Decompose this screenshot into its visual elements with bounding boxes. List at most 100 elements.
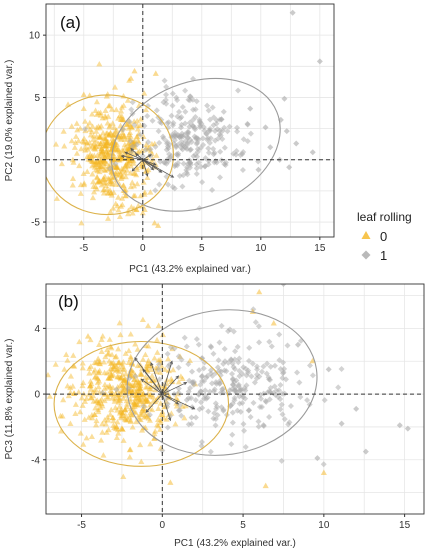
point-series-0 xyxy=(114,418,121,425)
point-series-0 xyxy=(69,156,76,163)
point-series-0 xyxy=(104,186,111,192)
point-series-0 xyxy=(90,145,98,151)
point-series-0 xyxy=(146,385,153,392)
point-series-0 xyxy=(142,106,150,113)
point-series-0 xyxy=(133,164,141,170)
point-series-1 xyxy=(164,143,171,150)
point-series-0 xyxy=(98,396,105,402)
point-series-1 xyxy=(175,407,182,414)
point-series-1 xyxy=(338,366,345,373)
point-series-0 xyxy=(89,388,97,395)
loading-arrow xyxy=(150,362,163,395)
point-series-0 xyxy=(109,366,116,373)
point-series-1 xyxy=(244,138,251,145)
point-series-1 xyxy=(161,77,168,84)
point-series-1 xyxy=(209,104,216,111)
point-series-0 xyxy=(120,187,127,193)
point-series-0 xyxy=(98,437,105,443)
point-series-0 xyxy=(95,178,103,185)
point-series-1 xyxy=(216,339,223,346)
point-series-0 xyxy=(127,331,134,337)
point-series-0 xyxy=(129,210,136,216)
point-series-0 xyxy=(105,138,112,145)
point-series-1 xyxy=(199,179,206,186)
point-series-0 xyxy=(90,183,97,189)
point-series-0 xyxy=(129,407,136,413)
point-series-0 xyxy=(159,331,167,338)
point-series-0 xyxy=(100,151,107,158)
point-series-0 xyxy=(99,148,106,154)
point-series-0 xyxy=(159,411,166,418)
point-series-0 xyxy=(97,178,104,184)
point-series-0 xyxy=(91,374,98,380)
point-series-1 xyxy=(237,152,244,159)
point-series-0 xyxy=(98,150,105,156)
point-series-0 xyxy=(116,181,123,187)
point-series-1 xyxy=(133,141,140,148)
loading-arrow xyxy=(141,378,163,395)
point-series-0 xyxy=(126,157,133,164)
point-series-1 xyxy=(247,414,254,421)
point-series-0 xyxy=(139,147,146,153)
point-series-0 xyxy=(96,360,103,367)
point-series-0 xyxy=(105,142,112,149)
point-series-0 xyxy=(105,215,112,221)
point-series-0 xyxy=(107,387,114,393)
point-series-0 xyxy=(108,344,115,351)
point-series-1 xyxy=(175,150,182,157)
point-series-0 xyxy=(106,382,113,388)
point-series-0 xyxy=(138,371,145,377)
point-series-0 xyxy=(117,203,125,209)
point-series-0 xyxy=(88,128,95,134)
point-series-0 xyxy=(75,389,82,395)
point-series-0 xyxy=(69,182,76,188)
point-series-0 xyxy=(155,357,162,363)
point-series-0 xyxy=(111,131,118,138)
point-series-0 xyxy=(114,202,121,209)
point-series-0 xyxy=(95,369,103,376)
point-series-0 xyxy=(134,122,141,128)
point-series-0 xyxy=(111,361,119,368)
point-series-0 xyxy=(108,190,115,196)
point-series-0 xyxy=(97,109,104,116)
point-series-0 xyxy=(118,165,125,172)
point-series-0 xyxy=(90,141,97,147)
point-series-1 xyxy=(139,153,146,160)
point-series-1 xyxy=(281,365,288,372)
point-series-0 xyxy=(94,374,101,381)
point-series-0 xyxy=(155,322,162,329)
point-series-0 xyxy=(111,398,118,404)
point-series-0 xyxy=(148,391,155,398)
point-series-1 xyxy=(192,414,199,421)
point-series-0 xyxy=(129,388,136,394)
point-series-0 xyxy=(104,189,111,196)
point-series-0 xyxy=(121,141,128,148)
point-series-0 xyxy=(108,351,116,358)
point-series-0 xyxy=(72,133,80,139)
point-series-0 xyxy=(118,175,125,182)
point-series-1 xyxy=(231,387,238,394)
point-series-0 xyxy=(101,152,108,159)
y-tick-label: 0 xyxy=(34,155,40,166)
point-series-1 xyxy=(284,342,291,349)
point-series-0 xyxy=(118,391,125,397)
loading-arrow xyxy=(142,154,152,161)
point-series-1 xyxy=(207,127,214,134)
point-series-0 xyxy=(119,195,126,201)
point-series-0 xyxy=(122,412,129,418)
point-series-1 xyxy=(206,388,213,395)
point-series-0 xyxy=(89,171,96,177)
point-series-1 xyxy=(278,457,285,464)
point-series-1 xyxy=(194,145,201,152)
point-series-0 xyxy=(113,423,120,429)
point-series-0 xyxy=(104,120,111,126)
point-series-0 xyxy=(149,406,156,413)
outlier-points xyxy=(84,284,411,489)
point-series-0 xyxy=(106,368,113,375)
point-series-0 xyxy=(89,123,96,129)
point-series-0 xyxy=(63,351,70,357)
point-series-1 xyxy=(320,461,327,468)
point-series-0 xyxy=(149,372,156,379)
point-series-1 xyxy=(338,420,345,427)
legend-label: 1 xyxy=(380,248,387,263)
